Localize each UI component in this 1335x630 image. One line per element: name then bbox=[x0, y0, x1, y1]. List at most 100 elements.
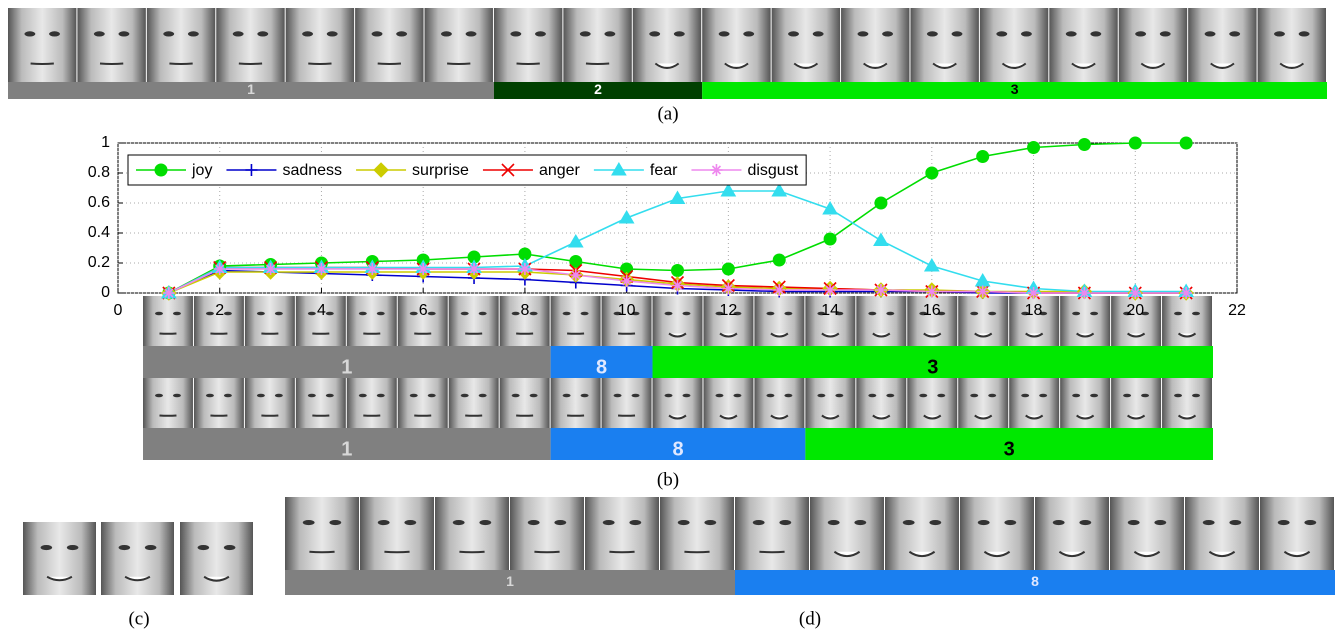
eye bbox=[512, 394, 520, 398]
eye bbox=[404, 520, 416, 525]
mouth bbox=[1179, 416, 1196, 419]
face-bg bbox=[660, 497, 734, 570]
eye bbox=[868, 312, 876, 316]
face-image bbox=[347, 296, 397, 346]
eye bbox=[784, 312, 792, 316]
face-bg bbox=[841, 8, 909, 82]
y-tick-label: 0.8 bbox=[88, 164, 110, 181]
y-tick-label: 0.6 bbox=[88, 194, 110, 211]
eye bbox=[428, 394, 436, 398]
face-bg bbox=[296, 378, 346, 428]
face-bg bbox=[702, 8, 770, 82]
y-tick-label: 0 bbox=[101, 284, 110, 301]
face-bg bbox=[425, 8, 493, 82]
eye bbox=[173, 312, 181, 316]
face-bg bbox=[1260, 497, 1334, 570]
eye bbox=[1053, 520, 1065, 525]
eye bbox=[937, 394, 945, 398]
face-bg bbox=[551, 296, 601, 346]
face-image bbox=[147, 8, 215, 82]
eye bbox=[678, 520, 690, 525]
eye bbox=[466, 31, 477, 36]
eye bbox=[886, 312, 894, 316]
face-bg bbox=[805, 378, 855, 428]
eye bbox=[41, 545, 53, 550]
face-bg bbox=[449, 296, 499, 346]
eye bbox=[410, 394, 418, 398]
face-bg bbox=[23, 522, 96, 595]
eye bbox=[779, 520, 791, 525]
eye bbox=[743, 31, 754, 36]
face-image bbox=[296, 378, 346, 428]
eye bbox=[682, 394, 690, 398]
eye bbox=[704, 520, 716, 525]
eye bbox=[479, 312, 487, 316]
mouth bbox=[771, 416, 788, 419]
eye bbox=[453, 520, 465, 525]
face-image bbox=[510, 497, 584, 570]
face-bg bbox=[1049, 8, 1117, 82]
marker bbox=[976, 150, 989, 163]
face-image bbox=[360, 497, 434, 570]
face-image bbox=[500, 378, 550, 428]
eye bbox=[94, 31, 105, 36]
face-bg bbox=[958, 378, 1008, 428]
face-image bbox=[1111, 378, 1161, 428]
face-image bbox=[143, 296, 193, 346]
eye bbox=[326, 394, 334, 398]
eye bbox=[857, 31, 868, 36]
face-bg bbox=[147, 8, 215, 82]
face-bg bbox=[735, 497, 809, 570]
face-image bbox=[143, 378, 193, 428]
eye bbox=[24, 31, 35, 36]
face-bg bbox=[101, 522, 174, 595]
face-bg bbox=[585, 497, 659, 570]
eye bbox=[1072, 312, 1080, 316]
eye bbox=[715, 394, 723, 398]
face-image bbox=[77, 8, 145, 82]
eye bbox=[461, 394, 469, 398]
eye bbox=[581, 394, 589, 398]
y-tick-label: 1 bbox=[101, 134, 110, 151]
face-bg bbox=[653, 378, 703, 428]
face-bg bbox=[563, 8, 631, 82]
legend-label: surprise bbox=[412, 162, 469, 179]
mouth bbox=[1077, 334, 1094, 337]
face-bg bbox=[885, 497, 959, 570]
face-image bbox=[702, 8, 770, 82]
eye bbox=[927, 31, 938, 36]
mouth bbox=[771, 334, 788, 337]
x-tick-label: 2 bbox=[215, 302, 224, 319]
face-image bbox=[754, 378, 804, 428]
eye bbox=[903, 520, 915, 525]
eye bbox=[233, 31, 244, 36]
face-image bbox=[449, 296, 499, 346]
y-tick-label: 0.4 bbox=[88, 224, 110, 241]
eye bbox=[1128, 520, 1140, 525]
eye bbox=[510, 31, 521, 36]
face-image bbox=[856, 378, 906, 428]
face-bg bbox=[494, 8, 562, 82]
face-image bbox=[735, 497, 809, 570]
face-bg bbox=[347, 378, 397, 428]
x-tick-label: 22 bbox=[1228, 302, 1246, 319]
eye bbox=[1278, 520, 1290, 525]
marker bbox=[874, 234, 888, 246]
marker bbox=[620, 211, 634, 223]
face-image bbox=[8, 8, 76, 82]
eye bbox=[1072, 394, 1080, 398]
face-bg bbox=[754, 296, 804, 346]
face-image bbox=[660, 497, 734, 570]
eye bbox=[410, 312, 418, 316]
eye bbox=[581, 312, 589, 316]
face-image bbox=[1049, 8, 1117, 82]
eye bbox=[665, 312, 673, 316]
mouth bbox=[924, 416, 941, 419]
face-image bbox=[1185, 497, 1259, 570]
face-image bbox=[1260, 497, 1334, 570]
eye bbox=[970, 312, 978, 316]
eye bbox=[329, 520, 341, 525]
x-tick-label: 18 bbox=[1025, 302, 1043, 319]
face-image bbox=[1162, 378, 1212, 428]
legend-label: anger bbox=[539, 162, 581, 179]
